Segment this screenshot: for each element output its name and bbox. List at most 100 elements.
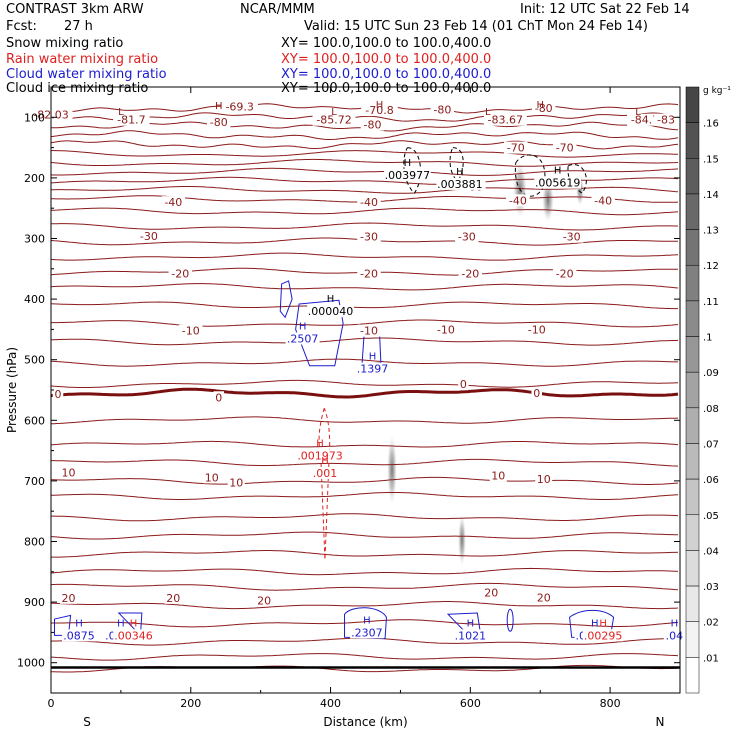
field-cloudice-xy: XY= 100.0,100.0 to 100.0,400.0 xyxy=(281,81,492,96)
snow-contour-1 xyxy=(449,147,464,182)
temperature-label-bg-2 xyxy=(113,113,150,126)
temperature-contour-30 xyxy=(50,567,679,576)
temperature-label-bg-44 xyxy=(535,591,553,604)
cloud-water-max-marker-7: H xyxy=(671,618,679,629)
temperature-label-bg-1 xyxy=(221,100,258,113)
snow-max-value-1: .003881 xyxy=(437,178,483,191)
temperature-label-41: 20 xyxy=(166,592,180,605)
colorbar-label-7: .09 xyxy=(703,368,719,379)
temperature-label-22: -30 xyxy=(563,231,581,244)
colorbar-bin-4 xyxy=(685,229,700,266)
cloud-ice-max-marker-0: H xyxy=(327,294,335,305)
zero-contour-line xyxy=(50,387,679,399)
temperature-label-3: -80 xyxy=(210,116,228,129)
colorbar-bin-1 xyxy=(685,122,700,159)
temperature-label-24: -20 xyxy=(360,268,378,281)
temperature-contour-18 xyxy=(51,319,679,328)
temperature-label-bg-40 xyxy=(59,591,77,604)
temperature-label-bg-36 xyxy=(203,471,221,484)
temperature-contour-4 xyxy=(50,140,679,150)
rain-max-marker-3: H xyxy=(599,618,607,629)
field-cloudwater-xy: XY= 100.0,100.0 to 100.0,400.0 xyxy=(281,67,492,82)
temperature-label-15: -40 xyxy=(164,196,182,209)
colorbar-bin-7 xyxy=(685,336,700,373)
temperature-label-bg-18 xyxy=(591,194,615,207)
temperature-label-bg-37 xyxy=(227,476,245,489)
temperature-label-19: -30 xyxy=(140,230,158,243)
field-rain-xy: XY= 100.0,100.0 to 100.0,400.0 xyxy=(281,52,492,67)
rain-water-contours xyxy=(318,407,331,560)
field-rain-name: Rain water mixing ratio xyxy=(6,52,159,67)
temperature-label-bg-8 xyxy=(531,102,556,115)
temperature-label-bg-34 xyxy=(531,387,542,400)
rain-max-marker-2: H xyxy=(130,618,138,629)
snow-max-value-2: .005619 xyxy=(535,177,581,190)
center-label: NCAR/MMM xyxy=(240,2,315,17)
temperature-contour-24 xyxy=(51,458,679,467)
cloud-water-contour-5 xyxy=(506,608,514,632)
colorbar-bin-0 xyxy=(685,86,700,123)
cloud-water-max-marker-1: H xyxy=(369,352,377,363)
rain-max-value-bg-2 xyxy=(113,629,154,642)
colorbar-bin-11 xyxy=(685,478,700,516)
colorbar: .16 .15 .14 .13 .12 .11 .1 .09 .08 .07 .06 .05 .04 .0… xyxy=(685,86,731,694)
temperature-label-bg-43 xyxy=(482,586,500,599)
cloud-water-max-value-bg-2 xyxy=(349,626,384,639)
temperature-label-bg-41 xyxy=(164,591,182,604)
temperature-extremum-2: L xyxy=(331,107,337,118)
temperature-label-bg-21 xyxy=(455,230,479,243)
colorbar-bin-15 xyxy=(685,621,700,658)
temperature-label-bg-15 xyxy=(161,196,186,209)
temperature-contour-21 xyxy=(50,379,679,388)
y-tick-label-4: 500 xyxy=(24,354,45,367)
temperature-label-25: -20 xyxy=(461,268,479,281)
forecast-hour: 27 h xyxy=(64,19,93,34)
temperature-contour-8 xyxy=(50,176,679,185)
temperature-label-2: -81.7 xyxy=(117,114,145,127)
colorbar-label-3: .13 xyxy=(703,226,719,237)
shading-blob-3 xyxy=(387,435,397,505)
y-tick-label-7: 800 xyxy=(24,536,45,549)
temperature-label-bg-6 xyxy=(430,103,455,116)
colorbar-label-12: .04 xyxy=(703,546,719,557)
temperature-label-29: -10 xyxy=(437,323,455,336)
temperature-label-26: -20 xyxy=(556,268,574,281)
colorbar-bin-10 xyxy=(685,443,700,480)
colorbar-label-11: .05 xyxy=(703,511,719,522)
temperature-extremum-3: H xyxy=(376,100,384,111)
temperature-label-33: 0 xyxy=(460,378,467,391)
rain-max-value-bg-1 xyxy=(311,466,339,479)
colorbar-label-8: .08 xyxy=(703,404,719,415)
temperature-label-5: -70.8 xyxy=(365,104,393,117)
colorbar-label-1: .15 xyxy=(703,154,719,165)
temperature-label-bg-42 xyxy=(255,594,273,607)
snow-contour-0 xyxy=(403,147,422,194)
temperature-label-bg-19 xyxy=(137,230,161,243)
colorbar-bin-2 xyxy=(685,158,700,195)
cloud-water-max-marker-3: H xyxy=(75,618,83,629)
colorbar-bin-14 xyxy=(685,585,700,622)
colorbar-label-10: .06 xyxy=(703,475,719,486)
snow-max-value-bg-1 xyxy=(436,177,484,190)
snow-max-value-0: .003977 xyxy=(385,169,431,182)
temperature-label-30: -10 xyxy=(528,323,546,336)
temperature-label-bg-26 xyxy=(552,267,577,280)
temperature-label-42: 20 xyxy=(257,594,271,607)
temperature-label-bg-29 xyxy=(434,323,458,336)
cloud-water-max-marker-6: H xyxy=(591,618,599,629)
temperature-label-40: 20 xyxy=(61,592,75,605)
temperature-label-bg-4 xyxy=(312,113,356,126)
temperature-label-21: -30 xyxy=(458,231,476,244)
field-cloudwater-name: Cloud water mixing ratio xyxy=(6,67,167,82)
rain-max-value-bg-0 xyxy=(296,449,344,462)
colorbar-label-2: .14 xyxy=(703,190,719,201)
colorbar-bin-13 xyxy=(685,550,700,587)
snow-max-marker-2: H xyxy=(554,166,562,177)
temperature-label-bg-20 xyxy=(357,230,381,243)
temperature-label-35: 10 xyxy=(61,466,75,479)
temperature-extremum-5: H xyxy=(536,100,544,111)
colorbar-bin-6 xyxy=(685,300,700,337)
temperature-contour-20 xyxy=(50,358,678,367)
temperature-label-16: -40 xyxy=(360,196,378,209)
temperature-label-bg-25 xyxy=(458,267,483,280)
